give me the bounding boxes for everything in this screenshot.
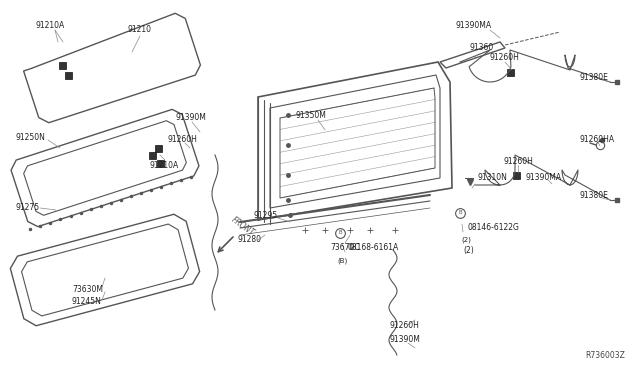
Text: 73670C: 73670C: [330, 244, 360, 253]
Text: R736003Z: R736003Z: [585, 351, 625, 360]
Text: (B): (B): [338, 258, 348, 264]
Polygon shape: [157, 160, 163, 167]
Polygon shape: [513, 171, 520, 179]
Text: 91250N: 91250N: [16, 134, 46, 142]
Polygon shape: [65, 71, 72, 78]
Text: 91260HA: 91260HA: [580, 135, 615, 144]
Text: 91245N: 91245N: [72, 298, 102, 307]
Text: 91210A: 91210A: [36, 20, 65, 29]
Text: 91260H: 91260H: [490, 54, 520, 62]
Text: 91380E: 91380E: [580, 74, 609, 83]
Text: 91210A: 91210A: [150, 160, 179, 170]
Polygon shape: [58, 61, 65, 68]
Polygon shape: [506, 68, 513, 76]
Text: FRONT: FRONT: [230, 216, 257, 238]
Text: 91295: 91295: [253, 211, 277, 219]
Text: 91390MA: 91390MA: [455, 20, 491, 29]
Polygon shape: [148, 151, 156, 158]
Polygon shape: [154, 144, 161, 151]
Text: 91260H: 91260H: [390, 321, 420, 330]
Text: 91360: 91360: [470, 44, 494, 52]
Text: (2): (2): [463, 246, 474, 254]
Text: 08146-6122G: 08146-6122G: [468, 224, 520, 232]
Text: 08168-6161A: 08168-6161A: [348, 244, 399, 253]
Text: 73630M: 73630M: [72, 285, 103, 295]
Text: 91260H: 91260H: [503, 157, 533, 167]
Text: 91210: 91210: [128, 26, 152, 35]
Text: B: B: [458, 211, 462, 215]
Text: 91260H: 91260H: [168, 135, 198, 144]
Text: 91350M: 91350M: [295, 110, 326, 119]
Text: 91390MA: 91390MA: [525, 173, 561, 183]
Text: 91380E: 91380E: [580, 192, 609, 201]
Text: 91390M: 91390M: [176, 113, 207, 122]
Text: B: B: [338, 231, 342, 235]
Text: 91310N: 91310N: [477, 173, 507, 183]
Text: (2): (2): [461, 237, 471, 243]
Text: 91390M: 91390M: [390, 336, 421, 344]
Text: 91275: 91275: [16, 203, 40, 212]
Text: 91280: 91280: [238, 235, 262, 244]
